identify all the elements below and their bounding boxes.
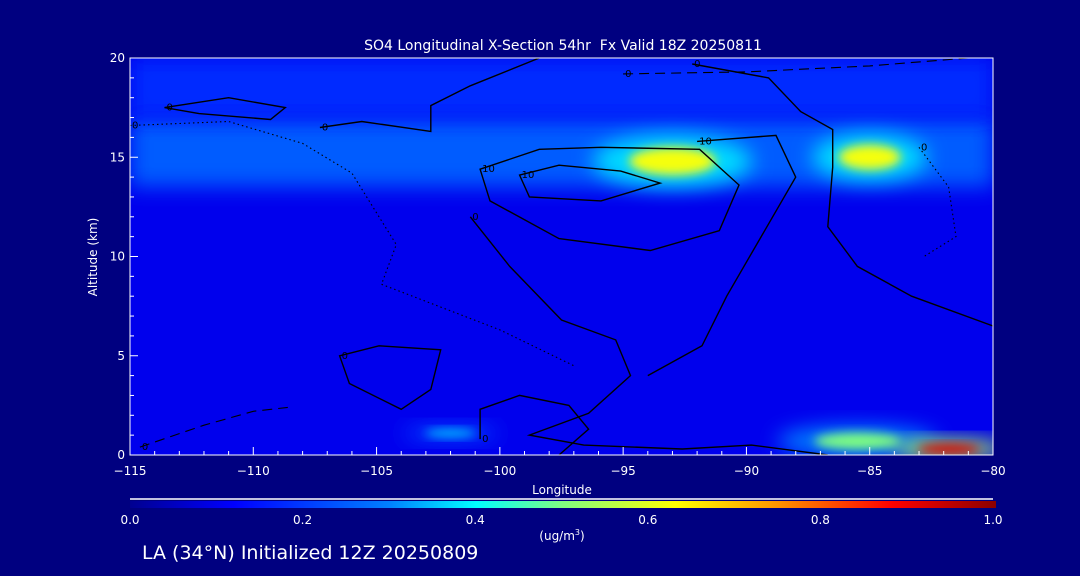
contour-line <box>469 216 828 455</box>
contour-line <box>647 134 797 377</box>
field-band <box>130 58 993 118</box>
colorbar <box>130 501 996 508</box>
contour-label: 0 <box>142 442 148 453</box>
contour-label: 0 <box>132 120 138 131</box>
contour-label: 0 <box>482 434 488 445</box>
contour-label: 0 <box>625 69 631 80</box>
contour-label: 0 <box>322 122 328 133</box>
x-tick-label: −100 <box>483 464 516 478</box>
x-tick-label: −85 <box>857 464 882 478</box>
field-band <box>130 196 993 455</box>
x-axis: −115 −110 −105 −100 −95 −90 −85 −80 <box>114 447 1006 478</box>
contour-lines: 10 10 0 0 0 0 0 0 10 0 0 0 0 <box>130 58 993 455</box>
field-hotspot <box>838 144 901 170</box>
contour-line <box>338 345 442 411</box>
colorbar-tick-label: 0.8 <box>811 513 830 527</box>
colorbar-tick-label: 0.6 <box>638 513 657 527</box>
contour-line <box>518 164 663 202</box>
field-hotspot <box>917 444 980 454</box>
contour-label: 0 <box>694 59 700 70</box>
y-tick-label: 10 <box>110 250 125 264</box>
contour-line <box>623 58 969 75</box>
contour-label: 0 <box>472 212 478 223</box>
footer-init-info: LA (34°N) Initialized 12Z 20250809 <box>142 542 479 564</box>
contour-label: 10 <box>482 164 495 175</box>
x-tick-label: −110 <box>237 464 270 478</box>
contour-line <box>479 394 590 455</box>
contour-label: 0 <box>167 103 173 114</box>
contour-line <box>479 146 740 252</box>
colorbar-tick-label: 1.0 <box>983 513 1002 527</box>
contour-label: 10 <box>699 136 712 147</box>
contour-line <box>692 63 993 327</box>
contour-label: 0 <box>921 142 927 153</box>
x-tick-label: −105 <box>360 464 393 478</box>
contour-line <box>319 58 540 133</box>
x-tick-label: −80 <box>980 464 1005 478</box>
y-tick-label: 5 <box>117 349 125 363</box>
y-axis: 0 5 10 15 20 <box>110 51 138 462</box>
field-hotspot <box>814 432 901 450</box>
chart-title: SO4 Longitudinal X-Section 54hr Fx Valid… <box>364 38 762 54</box>
y-axis-label: Altitude (km) <box>86 218 100 297</box>
field-hotspot <box>424 428 477 438</box>
y-tick-label: 20 <box>110 51 125 65</box>
contour-label: 10 <box>522 170 535 181</box>
colorbar-tick-label: 0.0 <box>120 513 139 527</box>
field-hotspot <box>629 147 716 176</box>
colorbar-tick-label: 0.4 <box>466 513 485 527</box>
contour-line <box>164 96 287 121</box>
x-tick-label: −95 <box>610 464 635 478</box>
x-axis-label: Longitude <box>532 483 592 497</box>
y-tick-label: 0 <box>117 448 125 462</box>
colorbar-units: (ug/m3) <box>539 528 584 543</box>
contour-line <box>139 406 288 448</box>
x-tick-label: −90 <box>734 464 759 478</box>
y-tick-label: 15 <box>110 150 125 164</box>
colorbar-tick-label: 0.2 <box>293 513 312 527</box>
colorbar-ticks: 0.0 0.2 0.4 0.6 0.8 1.0 <box>120 513 1002 527</box>
contour-label: 0 <box>342 351 348 362</box>
heatmap-field <box>130 58 993 455</box>
x-tick-label: −115 <box>114 464 147 478</box>
